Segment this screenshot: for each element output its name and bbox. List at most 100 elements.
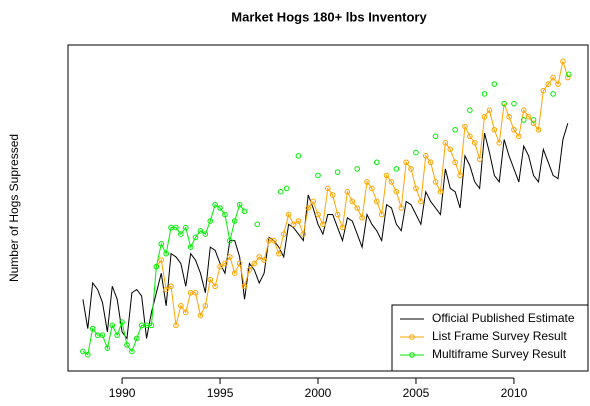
series-point [481,91,488,97]
series-point [192,289,199,296]
series-point [393,166,400,172]
series-point [427,159,434,166]
series-point [236,201,243,208]
series-point [481,113,488,120]
series-point [442,140,449,146]
series-point [520,107,527,113]
series-point [432,179,439,185]
series-point [251,260,258,267]
series-point [535,126,542,133]
series-point [207,218,214,224]
series-point [129,348,135,355]
series-point [516,133,522,140]
series-point [491,81,498,87]
series-point [178,231,184,237]
series-point [408,166,414,172]
series-point [246,267,253,273]
series-point [334,211,341,218]
series-point [462,123,468,130]
x-tick-label: 2005 [403,386,430,400]
series-point [320,221,326,228]
series-point [236,260,243,267]
series-point [104,345,111,351]
series-point [119,319,125,325]
series-point [511,126,517,133]
series-point [432,133,439,140]
series-point [283,185,290,192]
series-point [231,218,238,224]
series-point [506,113,512,120]
series-point [192,234,199,241]
series-point [217,205,223,211]
series-point [550,91,556,97]
series-point [437,188,444,195]
series-point [231,270,238,277]
series-point [413,185,419,192]
series-point [212,283,218,290]
series-point [530,120,537,127]
series-point [383,172,390,179]
series-point [560,58,566,65]
series-point [300,231,307,237]
series-point [276,250,282,257]
series-point [99,332,106,338]
x-tick-label: 1990 [109,386,136,400]
series-point [471,140,478,146]
series-point [212,201,218,208]
series-point [525,113,532,120]
chart-title: Market Hogs 180+ lbs Inventory [231,9,427,24]
series-point [511,100,517,107]
series-point [271,237,277,244]
series-point [202,231,209,237]
series-point [476,156,483,162]
series-point [369,185,375,192]
series-point [84,351,91,358]
series-point [413,149,419,156]
series-point [467,133,473,140]
series-point [545,81,552,87]
series-point [373,159,380,166]
series-point [349,198,356,205]
series-point [403,159,409,166]
plot-frame [67,44,589,372]
legend-box [391,304,589,372]
x-tick-label: 2010 [501,386,528,400]
series-point [133,335,140,342]
series-point [222,211,228,218]
series-point [315,211,321,218]
series-point [153,263,160,270]
series-point [182,224,189,231]
series-point [315,172,321,179]
series-point [530,117,537,123]
series-point [447,146,454,153]
series-point [491,126,498,133]
series-point [222,260,228,267]
legend: Official Published Estimate List Frame Su… [391,304,589,372]
series-point [173,224,179,231]
series-point [202,303,209,309]
series-point [280,231,287,237]
series-point [520,117,527,123]
series-point [124,342,130,348]
series-point [354,205,360,211]
series-point [227,254,233,260]
series-point [550,74,556,81]
series-point [422,153,429,159]
series-point [555,81,561,87]
series-point [339,224,346,231]
series-point [452,159,458,166]
series-point [334,169,341,175]
series-point [418,198,424,205]
series-point [217,263,223,270]
series-point [398,205,405,211]
series-line [155,61,569,326]
series-point [452,126,458,133]
series-point [254,221,261,228]
legend-marker [409,352,415,358]
x-tick-label: 1995 [207,386,234,400]
series-point [329,192,336,198]
series-point [227,237,233,244]
series-point [295,218,302,224]
series-point [364,179,370,185]
series-point [277,188,284,195]
